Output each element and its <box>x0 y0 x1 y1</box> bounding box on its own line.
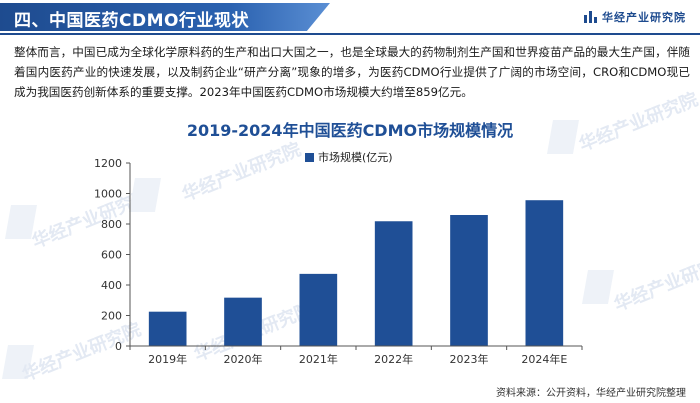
x-tick-label: 2024年E <box>521 352 567 366</box>
page-title: 四、中国医药CDMO行业现状 <box>14 11 249 31</box>
bar <box>450 215 488 346</box>
y-tick-label: 1000 <box>94 188 122 201</box>
x-tick-label: 2022年 <box>374 352 413 366</box>
x-tick-label: 2023年 <box>450 352 489 366</box>
intro-paragraph: 整体而言，中国已成为全球化学原料药的生产和出口大国之一，也是全球最大的药物制剂生… <box>14 45 690 99</box>
y-tick-label: 0 <box>115 340 122 353</box>
y-tick-label: 400 <box>101 279 122 292</box>
brand-logo-icon <box>584 11 597 23</box>
legend-swatch <box>305 152 314 162</box>
source-note: 资料来源：公开资料，华经产业研究院整理 <box>496 388 686 399</box>
bars <box>148 200 564 346</box>
legend-label: 市场规模(亿元) <box>318 151 393 164</box>
y-tick-label: 600 <box>101 249 122 262</box>
y-tick-label: 200 <box>101 310 122 323</box>
x-tick-label: 2019年 <box>148 352 187 366</box>
y-axis: 0 200 400 600 800 1000 1200 <box>94 157 131 353</box>
title-banner <box>0 3 330 31</box>
y-tick-label: 1200 <box>94 157 122 170</box>
brand: 华经产业研究院 <box>584 9 686 25</box>
chart-legend: 市场规模(亿元) <box>305 149 393 165</box>
bar <box>148 311 187 346</box>
x-axis: 2019年 2020年 2021年 2022年 2023年 2024年E <box>129 345 583 366</box>
brand-name: 华经产业研究院 <box>602 11 686 24</box>
x-tick-label: 2020年 <box>224 352 263 366</box>
bar <box>525 200 564 346</box>
bar <box>224 297 262 346</box>
y-tick-label: 800 <box>101 218 122 231</box>
bar <box>374 221 413 346</box>
bar <box>299 273 338 346</box>
chart-title: 2019-2024年中国医药CDMO市场规模情况 <box>186 121 514 140</box>
header-divider <box>0 33 700 35</box>
x-tick-label: 2021年 <box>299 352 338 366</box>
